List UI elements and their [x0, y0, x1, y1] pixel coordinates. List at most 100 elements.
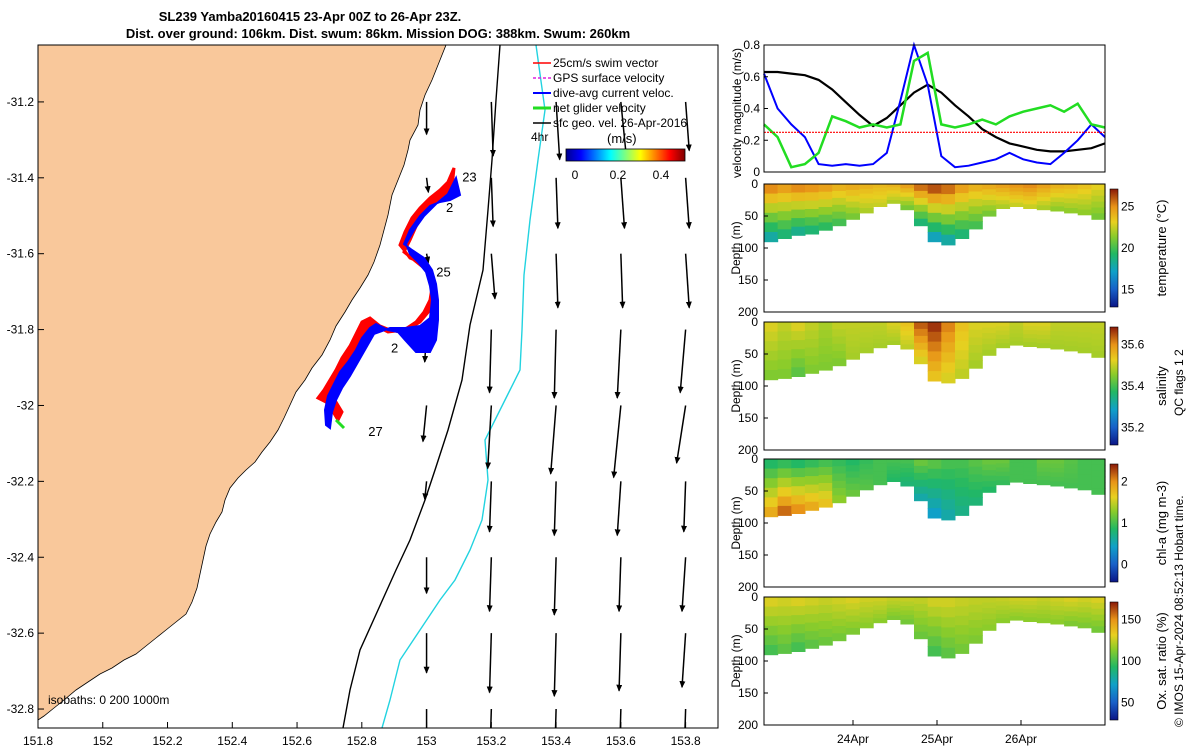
- map-ytick-label: -32.8: [7, 702, 35, 716]
- chla-cell: [873, 463, 888, 469]
- salinity-cell: [982, 344, 997, 351]
- chla-cell: [1023, 479, 1038, 484]
- oxygen-cell: [982, 619, 997, 626]
- oxygen-cell: [968, 635, 983, 644]
- chla-cell: [1009, 462, 1024, 468]
- map-ytick-label: -32: [17, 398, 35, 412]
- oxygen-cell: [1050, 601, 1065, 607]
- oxygen-cell: [1009, 600, 1024, 606]
- map-xtick-label: 152.8: [347, 734, 377, 748]
- salinity-cell: [832, 351, 847, 359]
- salinity-cell: [1077, 347, 1092, 354]
- velocity-ytick-label: 0: [753, 165, 760, 179]
- chla-colorbar: [1109, 463, 1119, 583]
- map-y-axis: -31.2 -31.4 -31.6 -31.8 -32 -32.2 -32.4 -32.6 -3…: [7, 95, 44, 716]
- salinity-cell: [804, 330, 820, 340]
- map-xtick-label: 153.4: [541, 734, 571, 748]
- temperature-cell: [900, 184, 915, 189]
- temperature-cell: [968, 184, 983, 193]
- salinity-cell: [804, 347, 820, 357]
- oxygen-cell: [777, 606, 792, 617]
- temperature-cell: [995, 188, 1011, 193]
- oxygen-cell: [1091, 614, 1106, 622]
- chla-cell: [1023, 475, 1038, 480]
- oxygen-cell: [804, 614, 820, 624]
- temperature-cell: [804, 225, 820, 235]
- temperature-cell: [1009, 187, 1024, 192]
- salinity-cell: [1050, 335, 1065, 341]
- salinity-cell: [1036, 330, 1051, 336]
- oxygen-cell: [1023, 617, 1038, 622]
- velocity-panel: 0 0.2 0.4 0.6 0.8 velocity magnitude (m/s): [730, 38, 1106, 179]
- salinity-cell: [927, 331, 942, 343]
- salinity-cell: [1009, 337, 1024, 342]
- salinity-ytick-label: 200: [738, 443, 758, 457]
- current-vector-arrow: [554, 177, 561, 230]
- time-tick-label: 25Apr: [921, 732, 953, 746]
- oxygen-cell: [832, 597, 847, 605]
- chla-cell: [995, 459, 1011, 464]
- temperature-cell: [1064, 188, 1079, 195]
- temperature-cell: [845, 184, 860, 191]
- salinity-cell: [859, 322, 874, 328]
- salinity-cell: [1036, 326, 1051, 332]
- oxygen-cell: [818, 637, 833, 646]
- salinity-cell: [832, 358, 847, 367]
- salinity-cell: [832, 322, 847, 330]
- oxygen-cbar-tick: 50: [1121, 695, 1135, 709]
- colorbar-tick-1: 0.2: [610, 168, 627, 182]
- chla-cell: [845, 477, 860, 485]
- oxygen-cell: [955, 643, 970, 654]
- chla-cell: [777, 505, 792, 516]
- salinity-cell: [859, 327, 874, 333]
- oxygen-cell: [995, 605, 1011, 611]
- temperature-cell: [1050, 193, 1065, 199]
- salinity-cell: [1023, 342, 1038, 347]
- chla-cell: [900, 459, 915, 465]
- chla-cell: [1077, 464, 1092, 470]
- chla-cell: [1009, 466, 1024, 472]
- oxygen-cell: [859, 622, 874, 629]
- chla-cell: [955, 468, 970, 479]
- salinity-cell: [900, 344, 915, 350]
- temperature-cell: [764, 203, 779, 214]
- salinity-cell: [900, 335, 915, 341]
- current-vector-arrow: [486, 633, 493, 694]
- salinity-cell: [764, 341, 779, 352]
- salinity-cell: [791, 349, 806, 359]
- map-ytick-label: -32.4: [7, 550, 35, 564]
- map-ytick-label: -32.6: [7, 626, 35, 640]
- salinity-cell: [914, 335, 929, 344]
- oxygen-cell: [791, 642, 806, 652]
- chla-cell: [1036, 467, 1051, 473]
- current-vector-arrow: [551, 557, 558, 616]
- velocity-ytick-label: 0.6: [743, 70, 760, 84]
- oxygen-cell: [1036, 618, 1051, 624]
- temperature-cbar-tick: 15: [1121, 282, 1135, 296]
- oxygen-cell: [873, 597, 888, 602]
- temperature-cell: [968, 198, 983, 207]
- temperature-cell: [1077, 189, 1092, 195]
- temperature-cell: [914, 218, 929, 227]
- temperature-cell: [777, 220, 792, 230]
- current-vector-arrow: [554, 253, 561, 309]
- temperature-cell: [1036, 192, 1051, 198]
- chla-cell: [941, 459, 956, 470]
- chla-cell: [818, 499, 833, 508]
- chla-cell: [1023, 463, 1038, 468]
- chla-cell: [791, 504, 806, 514]
- chla-cell: [777, 477, 792, 488]
- oxygen-cell: [900, 606, 915, 612]
- current-vector-arrow: [422, 481, 429, 501]
- salinity-cell: [886, 329, 901, 334]
- oxygen-cell: [1091, 602, 1106, 610]
- chla-cell: [873, 476, 888, 481]
- temperature-cell: [900, 196, 915, 202]
- salinity-cell: [845, 334, 860, 342]
- salinity-cell: [955, 331, 970, 342]
- oxygen-cell: [968, 627, 983, 636]
- salinity-cell: [955, 340, 970, 351]
- temperature-cell: [1009, 202, 1024, 207]
- salinity-cell: [1091, 339, 1106, 347]
